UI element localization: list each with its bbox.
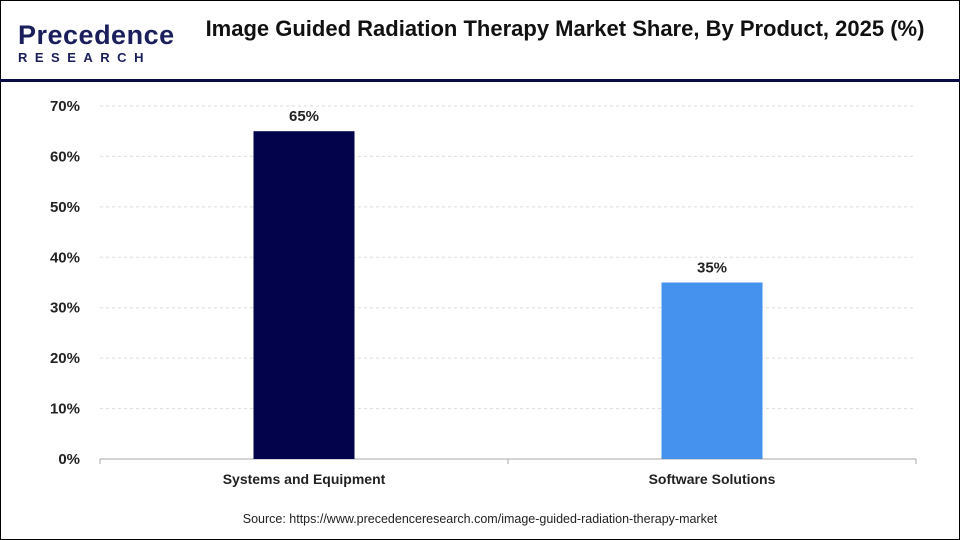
logo-text-top: Precedence bbox=[18, 20, 175, 50]
bar bbox=[661, 282, 763, 459]
logo-text-bottom: RESEARCH bbox=[18, 50, 151, 65]
x-tick-label: Systems and Equipment bbox=[223, 471, 386, 487]
y-tick-label: 60% bbox=[50, 148, 80, 165]
y-tick-label: 50% bbox=[50, 199, 80, 216]
header-divider bbox=[0, 79, 960, 82]
chart-title: Image Guided Radiation Therapy Market Sh… bbox=[205, 16, 925, 41]
y-tick-label: 20% bbox=[50, 350, 80, 367]
bar bbox=[253, 131, 355, 459]
data-label: 35% bbox=[697, 260, 727, 277]
y-tick-label: 10% bbox=[50, 401, 80, 418]
y-tick-label: 70% bbox=[50, 98, 80, 115]
logo: Precedence RESEARCH bbox=[18, 20, 175, 66]
source-text: Source: https://www.precedenceresearch.c… bbox=[242, 512, 718, 526]
y-tick-label: 0% bbox=[58, 451, 80, 468]
y-tick-label: 40% bbox=[50, 249, 80, 266]
data-label: 65% bbox=[289, 108, 319, 125]
y-tick-label: 30% bbox=[50, 300, 80, 317]
x-tick-label: Software Solutions bbox=[649, 471, 776, 487]
